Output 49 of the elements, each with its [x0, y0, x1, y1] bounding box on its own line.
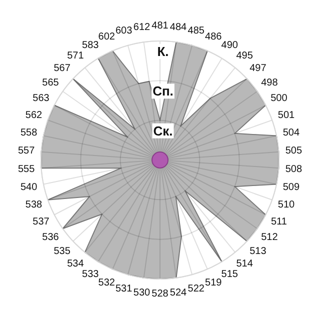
- spoke-label: 498: [261, 77, 278, 88]
- spoke-label: 583: [82, 40, 100, 52]
- spoke-label: 524: [170, 287, 188, 298]
- spoke-label: 612: [133, 22, 151, 33]
- spoke-label: 533: [82, 269, 100, 280]
- spoke-label: 497: [250, 63, 267, 74]
- spoke-label: 509: [282, 182, 300, 193]
- spoke-label: 535: [54, 246, 71, 258]
- spoke-label: 537: [32, 216, 50, 228]
- spoke-label: 495: [236, 50, 254, 62]
- spoke-label: 557: [18, 145, 36, 156]
- spoke-label: 528: [152, 288, 169, 300]
- spoke-label: 511: [271, 216, 288, 228]
- spoke-label: 602: [98, 32, 116, 43]
- spoke-label: 513: [250, 246, 267, 258]
- spoke-label: 540: [20, 182, 38, 193]
- spoke-label: 532: [98, 278, 116, 289]
- spoke-label: 515: [221, 269, 238, 280]
- spoke-label: 481: [152, 20, 169, 32]
- spoke-label: 512: [261, 232, 278, 243]
- spoke-label: 536: [42, 232, 60, 243]
- spoke-label: 485: [188, 26, 205, 37]
- spoke-label: 603: [116, 26, 133, 37]
- spoke-label: 531: [116, 284, 133, 295]
- spoke-label: 571: [67, 50, 84, 62]
- spoke-label: 508: [285, 164, 302, 175]
- spoke-label: 558: [20, 127, 38, 138]
- spoke-label: 522: [188, 284, 205, 295]
- spoke-label: 563: [32, 92, 50, 104]
- y-tick-label: Сп.: [152, 84, 174, 99]
- spoke-label: 538: [25, 200, 43, 211]
- spoke-label: 486: [205, 32, 222, 43]
- spoke-label: 504: [282, 127, 300, 138]
- spoke-label: 530: [133, 287, 151, 298]
- spoke-label: 500: [270, 92, 288, 104]
- spoke-label: 534: [67, 258, 84, 270]
- spoke-label: 565: [42, 77, 60, 88]
- y-tick-label: Ск.: [153, 123, 173, 138]
- spoke-label: 514: [236, 258, 254, 270]
- spoke-label: 555: [18, 164, 36, 175]
- spoke-label: 510: [278, 200, 296, 211]
- spoke-label: 562: [25, 110, 43, 121]
- spoke-label: 501: [278, 110, 296, 121]
- spoke-label: 519: [205, 278, 222, 289]
- spoke-label: 484: [170, 22, 188, 33]
- spoke-label: 505: [285, 145, 302, 156]
- spoke-label: 567: [54, 63, 71, 74]
- spoke-label: 490: [221, 40, 238, 52]
- y-tick-label: К.: [157, 44, 169, 59]
